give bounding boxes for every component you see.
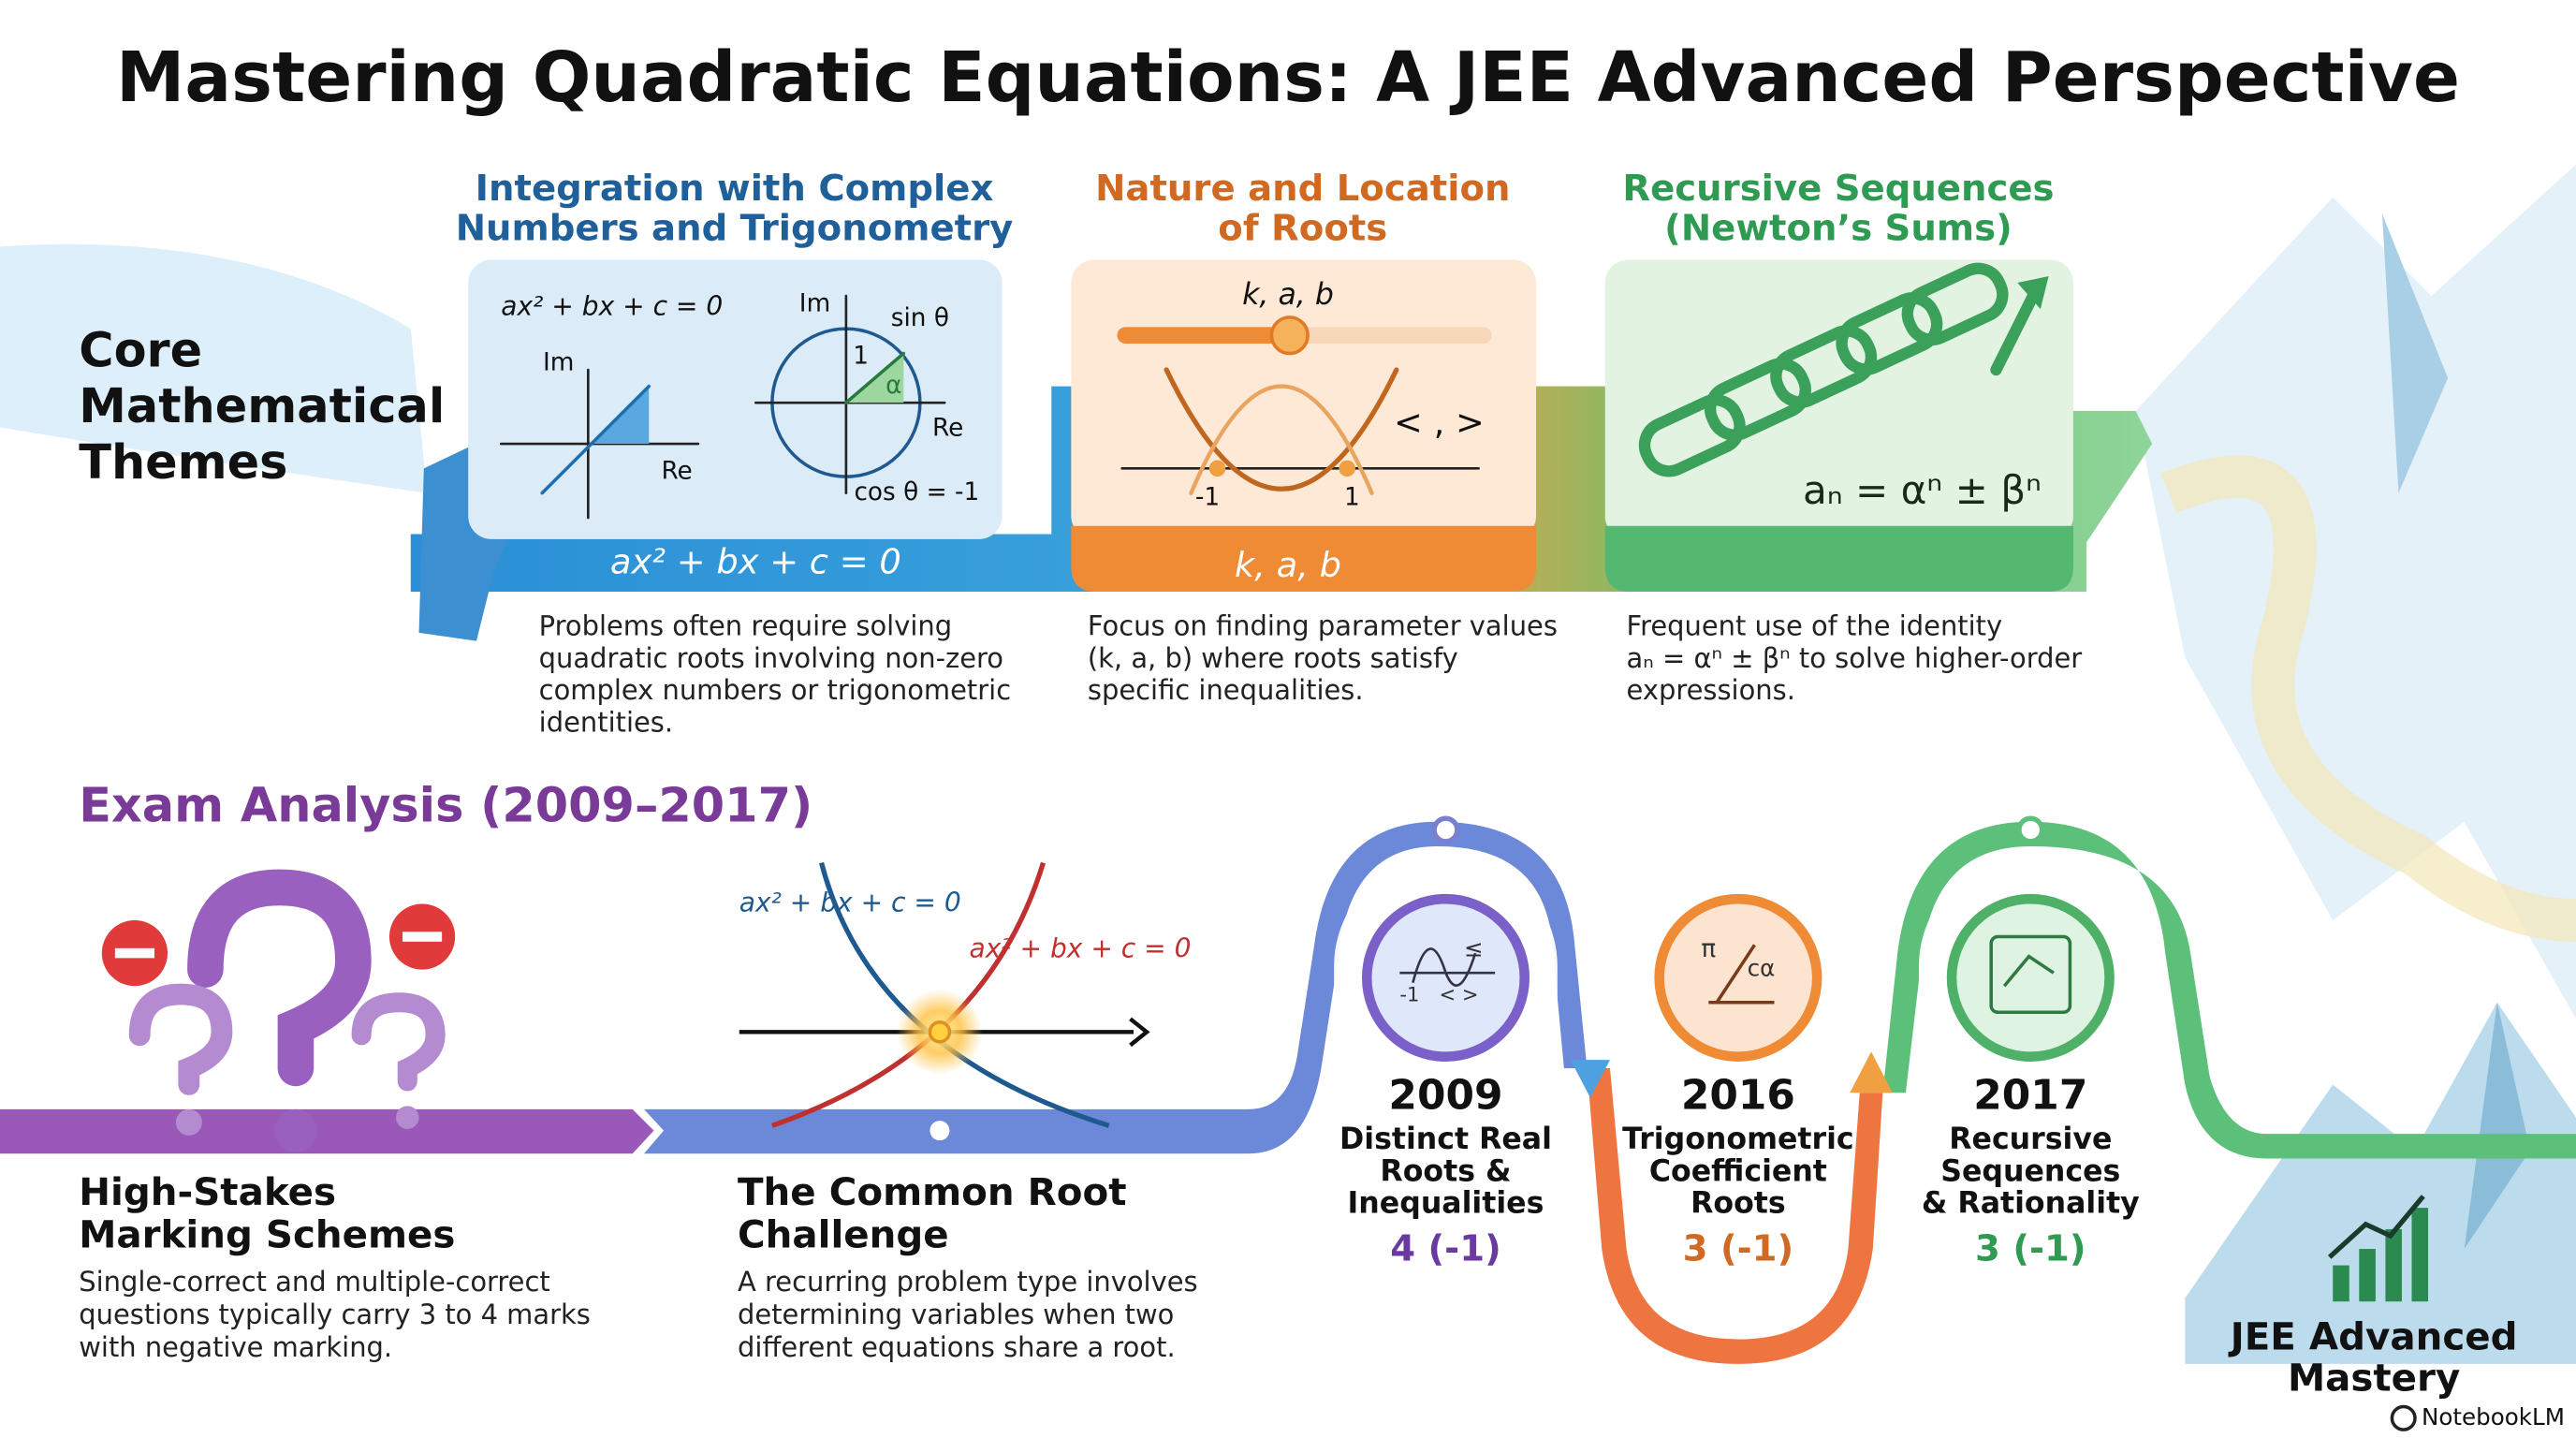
- question-icons: [101, 869, 456, 1152]
- equation: ax² + bx + c = 0: [970, 933, 1192, 964]
- formula: aₙ = αⁿ ± βⁿ: [1803, 467, 2042, 513]
- mastery-icon: [2327, 1195, 2429, 1431]
- item-description: Single-correct and multiple-correct: [79, 1266, 549, 1298]
- circle-label: Im: [799, 289, 830, 317]
- card-title: Nature and Location: [1095, 168, 1510, 210]
- timeline-score: 3 (-1): [1683, 1227, 1794, 1269]
- timeline-topic: Trigonometric: [1622, 1123, 1853, 1156]
- band-label: k, a, b: [1235, 545, 1341, 585]
- card-description: specific inequalities.: [1088, 674, 1364, 706]
- section-heading: Themes: [79, 435, 287, 491]
- icon-label: ≤: [1464, 935, 1484, 962]
- section-heading: Exam Analysis (2009–2017): [79, 779, 812, 834]
- item-description: A recurring problem type involves: [738, 1266, 1198, 1298]
- card-illustrations: [499, 262, 2049, 520]
- card-title: Numbers and Trigonometry: [456, 207, 1014, 249]
- section-heading: Mathematical: [79, 379, 445, 434]
- mastery-label: Mastery: [2288, 1356, 2460, 1400]
- timeline-topic: Recursive: [1949, 1123, 2112, 1156]
- axis-label: Re: [661, 457, 692, 485]
- band-label: ax² + bx + c = 0: [610, 542, 901, 582]
- card-description: Problems often require solving: [539, 610, 952, 642]
- inequality: < , >: [1394, 402, 1485, 442]
- card-title: of Roots: [1218, 207, 1387, 249]
- timeline-topic: Inequalities: [1348, 1187, 1544, 1221]
- timeline-score: 4 (-1): [1390, 1227, 1501, 1269]
- brand: NotebookLM: [2422, 1403, 2565, 1431]
- card-title: Integration with Complex: [476, 168, 994, 210]
- circle-label: Re: [932, 415, 963, 443]
- item-description: questions typically carry 3 to 4 marks: [79, 1299, 591, 1330]
- card-title: (Newton’s Sums): [1664, 207, 2012, 249]
- timeline-topic: Roots &: [1380, 1154, 1511, 1188]
- card-description: Focus on finding parameter values: [1088, 610, 1558, 642]
- card-description: complex numbers or trigonometric: [539, 674, 1011, 706]
- background: [0, 164, 2576, 1364]
- item-title: Marking Schemes: [79, 1213, 455, 1257]
- item-description: different equations share a root.: [738, 1331, 1176, 1363]
- equation: ax² + bx + c = 0: [739, 887, 961, 917]
- circle-label: α: [886, 372, 901, 400]
- item-title: The Common Root: [738, 1170, 1126, 1214]
- icon-label: -1: [1399, 983, 1419, 1006]
- circle-label: cos θ = -1: [854, 478, 979, 506]
- icon-label: π: [1701, 935, 1716, 963]
- timeline-topic: & Rationality: [1922, 1187, 2140, 1221]
- timeline-score: 3 (-1): [1975, 1227, 2086, 1269]
- card-panel: [468, 259, 1003, 539]
- item-title: High-Stakes: [79, 1170, 336, 1214]
- card-description: (k, a, b) where roots satisfy: [1088, 642, 1458, 674]
- icon-label: < >: [1440, 983, 1479, 1006]
- timeline-year: 2017: [1973, 1072, 2087, 1120]
- timeline-topic: Roots: [1690, 1187, 1786, 1221]
- timeline-topic: Sequences: [1940, 1154, 2120, 1188]
- equation: ax² + bx + c = 0: [501, 290, 723, 321]
- section-heading: Core: [79, 323, 202, 378]
- exam-flow: [0, 815, 2576, 1364]
- card-description: Frequent use of the identity: [1627, 610, 2003, 642]
- icon-label: cα: [1748, 955, 1776, 982]
- axis-label: Im: [543, 349, 574, 377]
- circle-label: 1: [853, 342, 869, 370]
- item-description: with negative marking.: [79, 1331, 392, 1363]
- root-label: -1: [1195, 483, 1220, 511]
- card-description: identities.: [539, 706, 673, 738]
- common-root-graph: [739, 861, 1150, 1128]
- circle-label: sin θ: [891, 304, 949, 332]
- slider-label: k, a, b: [1242, 278, 1334, 312]
- timeline-year: 2016: [1681, 1072, 1795, 1120]
- card-description: quadratic roots involving non-zero: [539, 642, 1003, 674]
- mastery-label: JEE Advanced: [2228, 1315, 2518, 1359]
- item-description: determining variables when two: [738, 1299, 1174, 1330]
- root-label: 1: [1344, 483, 1360, 511]
- timeline-topic: Distinct Real: [1339, 1123, 1552, 1156]
- item-title: Challenge: [738, 1213, 949, 1257]
- card-title: Recursive Sequences: [1622, 168, 2054, 210]
- page-title: Mastering Quadratic Equations: A JEE Adv…: [116, 38, 2460, 118]
- timeline-topic: Coefficient: [1649, 1154, 1827, 1188]
- card-description: expressions.: [1627, 674, 1795, 706]
- card-description: aₙ = αⁿ ± βⁿ to solve higher-order: [1627, 642, 2083, 674]
- timeline-year: 2009: [1388, 1072, 1502, 1120]
